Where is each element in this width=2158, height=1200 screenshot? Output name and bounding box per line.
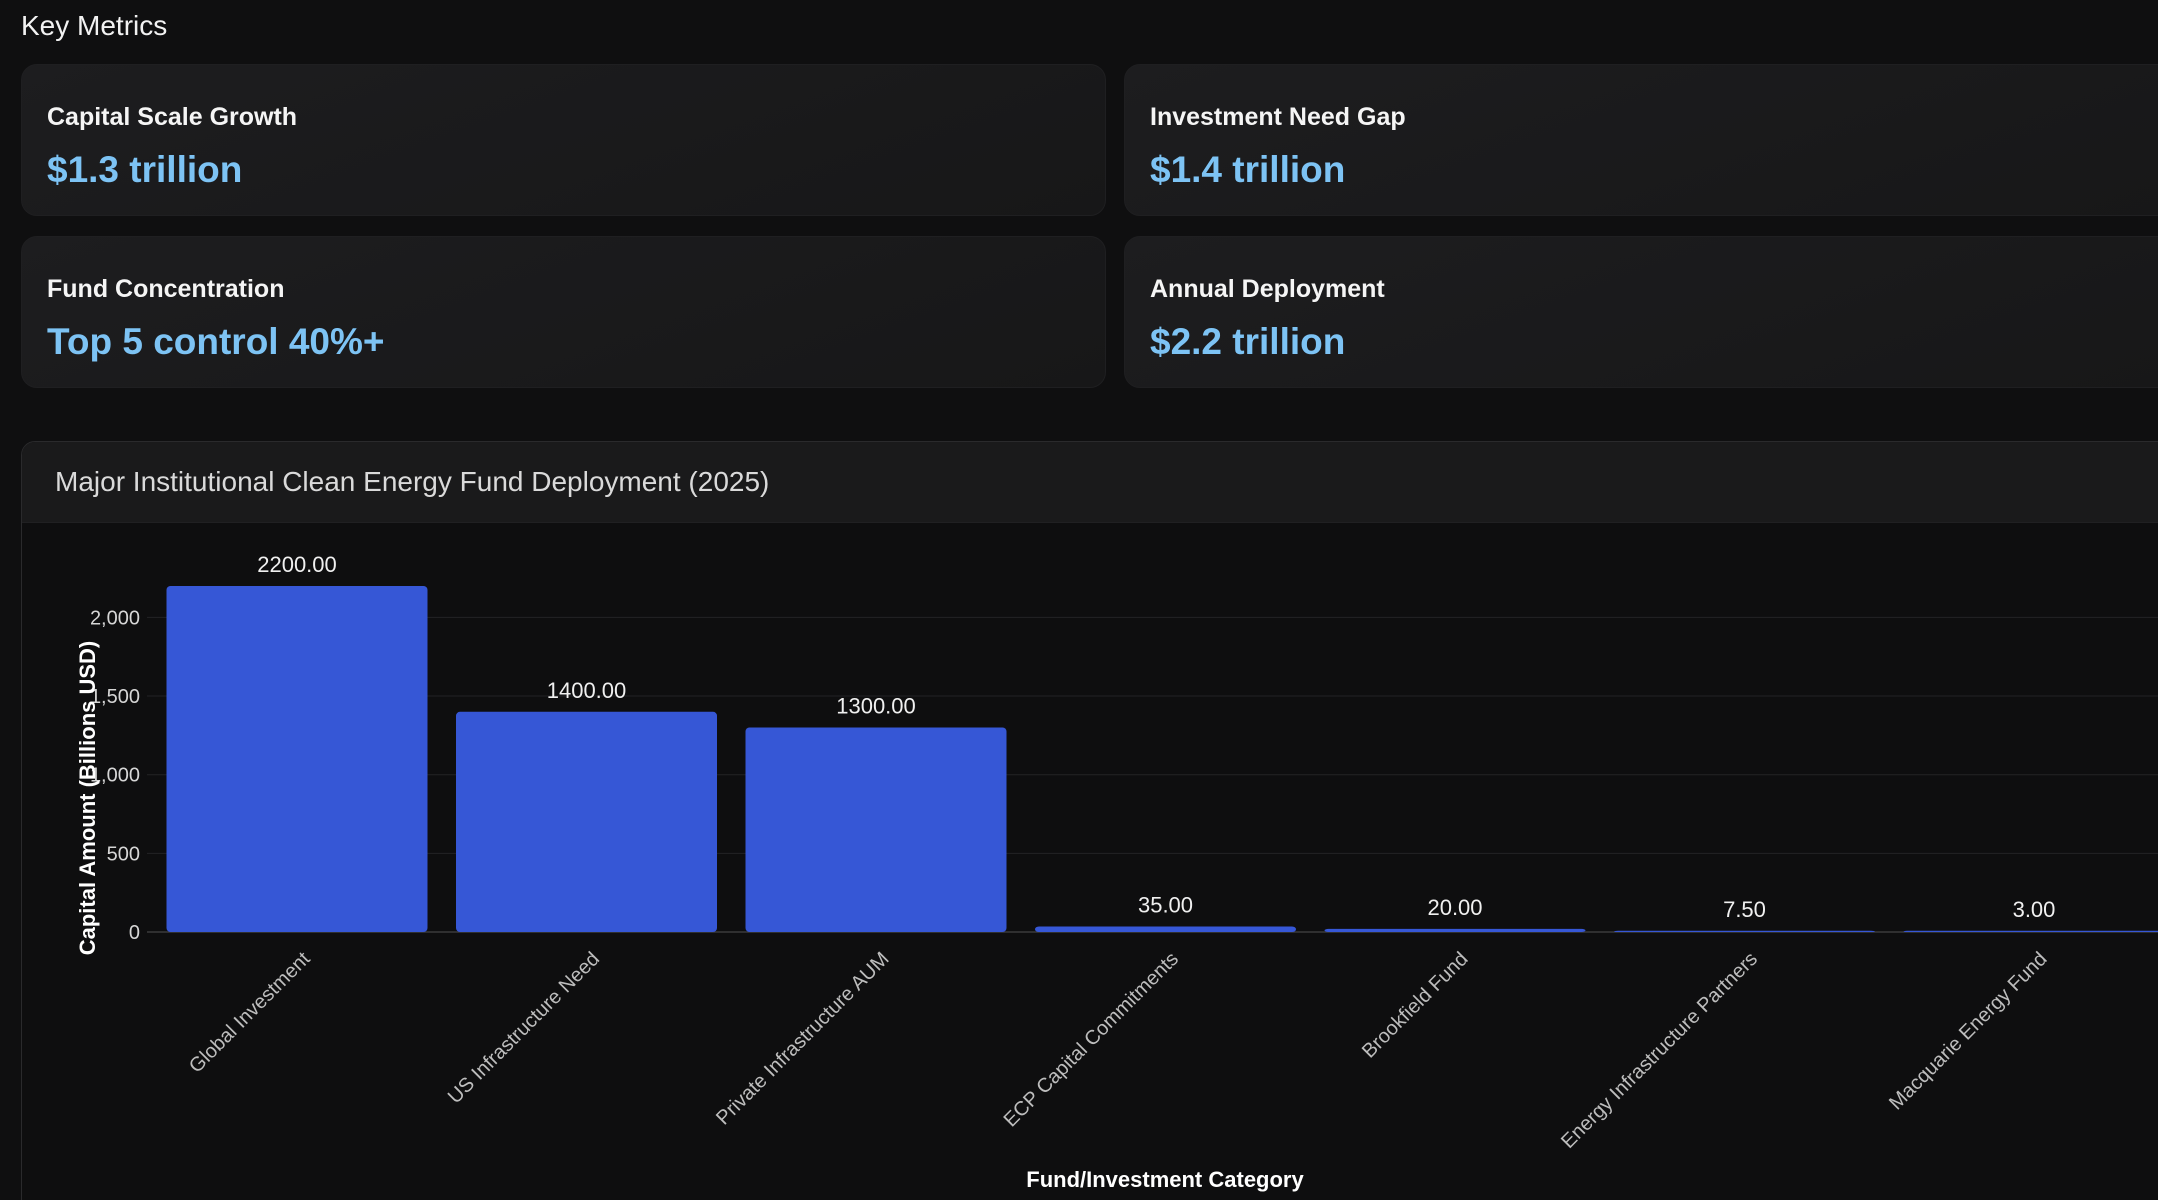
metric-value: Top 5 control 40%+ xyxy=(47,321,385,362)
bar xyxy=(1903,930,2158,932)
data-label: 7.50 xyxy=(1723,897,1766,922)
bar xyxy=(745,727,1007,932)
metric-card-capital-scale-growth: Capital Scale Growth $1.3 trillion xyxy=(21,64,1106,216)
x-tick-label: Macquarie Energy Fund xyxy=(1885,948,2051,1114)
bar xyxy=(1324,928,1586,932)
chart-panel: Major Institutional Clean Energy Fund De… xyxy=(21,441,2158,1200)
metric-label: Annual Deployment xyxy=(1150,275,1385,303)
metric-card-investment-need-gap: Investment Need Gap $1.4 trillion xyxy=(1124,64,2158,216)
y-tick-label: 0 xyxy=(129,922,140,944)
section-title: Key Metrics xyxy=(21,10,168,41)
y-tick-label: 2,000 xyxy=(90,607,140,629)
chart-header: Major Institutional Clean Energy Fund De… xyxy=(22,442,2158,523)
metric-value: $1.4 trillion xyxy=(1150,149,1346,190)
data-label: 1300.00 xyxy=(836,694,916,719)
data-label: 20.00 xyxy=(1427,895,1482,920)
metric-label: Capital Scale Growth xyxy=(47,103,298,131)
metric-value: $1.3 trillion xyxy=(47,149,243,190)
bar xyxy=(1614,930,1875,932)
x-tick-label: ECP Capital Commitments xyxy=(1000,948,1183,1131)
x-tick-label: Energy Infrastructure Partners xyxy=(1557,948,1762,1153)
bar-chart: 0 500 1,000 1,500 2,000 2200.00 Global Investm… xyxy=(75,552,2158,1192)
bar xyxy=(456,711,717,932)
y-axis-title: Capital Amount (Billions USD) xyxy=(75,641,100,956)
metric-value: $2.2 trillion xyxy=(1150,321,1346,362)
x-tick-label: Global Investment xyxy=(185,948,315,1078)
data-label: 35.00 xyxy=(1138,892,1193,917)
y-tick-label: 1,000 xyxy=(90,765,140,787)
metric-label: Investment Need Gap xyxy=(1150,103,1406,131)
y-tick-label: 1,500 xyxy=(90,686,140,708)
chart-title: Major Institutional Clean Energy Fund De… xyxy=(55,466,770,497)
data-label: 3.00 xyxy=(2013,897,2056,922)
bar xyxy=(1035,926,1296,932)
metric-card-fund-concentration: Fund Concentration Top 5 control 40%+ xyxy=(21,236,1106,388)
data-label: 1400.00 xyxy=(547,678,627,703)
x-tick-label: Brookfield Fund xyxy=(1358,948,1473,1063)
bar xyxy=(166,585,428,932)
metric-card-annual-deployment: Annual Deployment $2.2 trillion xyxy=(1124,236,2158,388)
x-axis-title: Fund/Investment Category xyxy=(1026,1167,1304,1192)
x-tick-label: US Infrastructure Need xyxy=(444,948,604,1108)
metric-label: Fund Concentration xyxy=(47,275,285,303)
x-tick-label: Private Infrastructure AUM xyxy=(712,948,893,1129)
data-label: 2200.00 xyxy=(257,552,337,577)
y-tick-label: 500 xyxy=(107,843,140,865)
